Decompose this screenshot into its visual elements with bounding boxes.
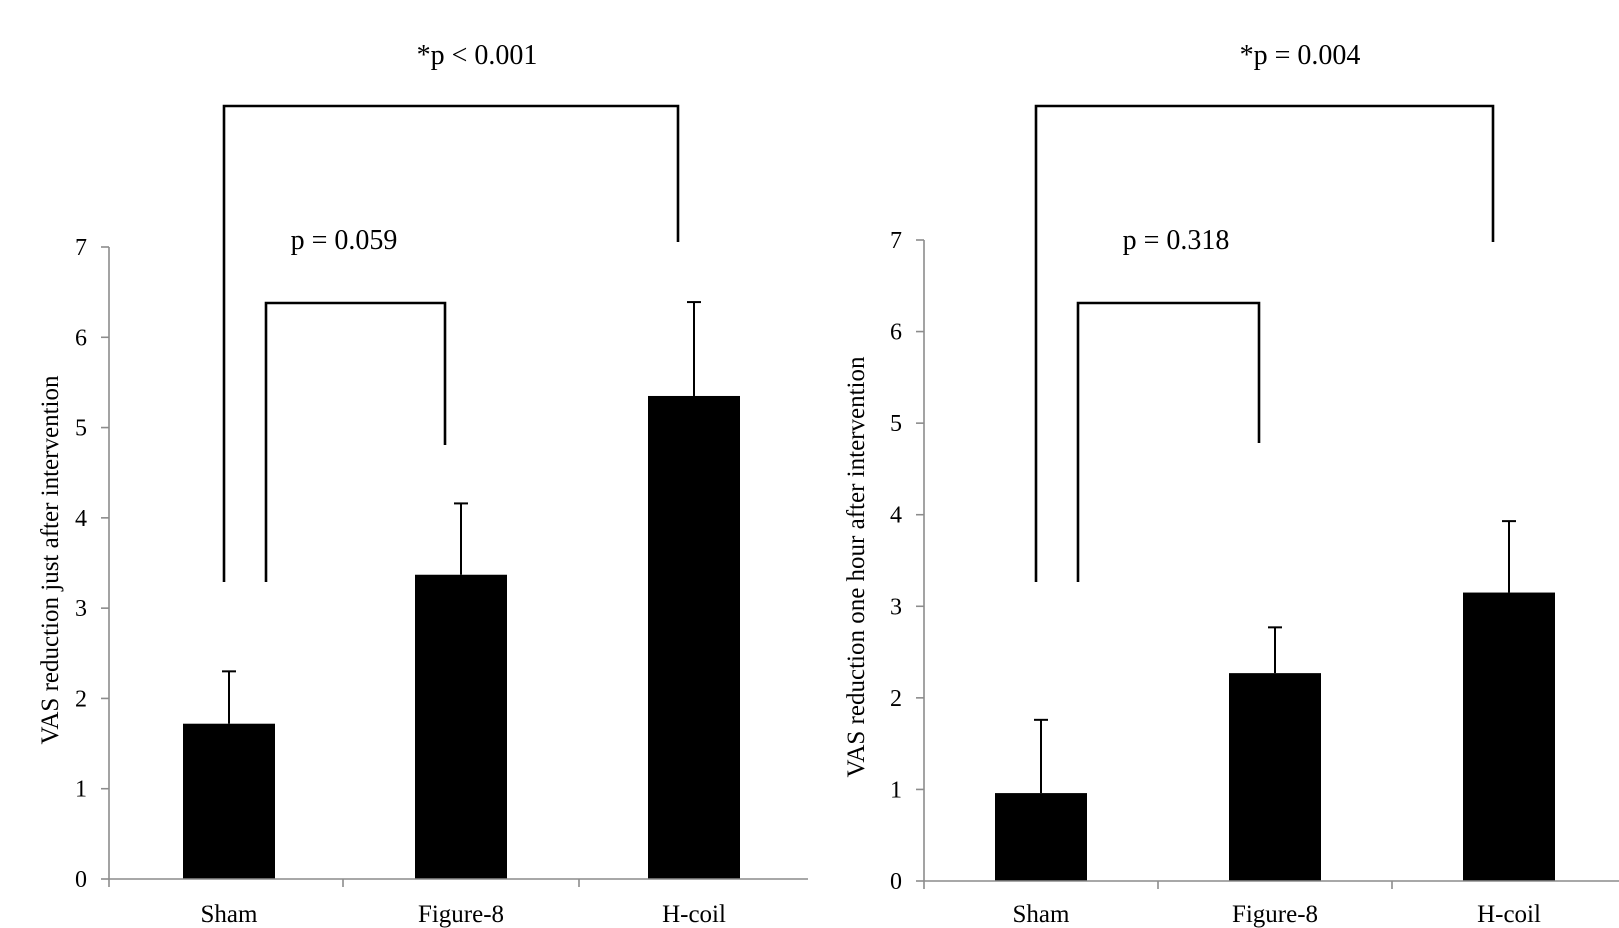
y-tick-label: 5 xyxy=(890,411,902,437)
y-tick-label: 6 xyxy=(890,320,902,346)
error-bars xyxy=(1034,520,1516,794)
y-tick-label: 3 xyxy=(890,594,902,620)
x-axis-categories: Sham Figure-8 H-coil xyxy=(1013,901,1541,928)
x-category-label: Sham xyxy=(201,901,259,928)
bar xyxy=(995,793,1087,881)
significance-label-outer: *p = 0.004 xyxy=(1240,40,1361,71)
error-bar xyxy=(1502,520,1516,593)
x-axis-categories: Sham Figure-8 H-coil xyxy=(201,901,726,928)
chart-left: 0 1 2 3 4 5 6 7 Sham Figure-8 H-coil VAS reductio… xyxy=(37,40,808,928)
bar xyxy=(415,574,507,879)
bar xyxy=(1229,673,1321,881)
error-bar xyxy=(687,301,701,396)
y-tick-label: 0 xyxy=(890,869,902,895)
y-tick-label: 3 xyxy=(75,596,87,622)
y-axis-ticks: 0 1 2 3 4 5 6 7 xyxy=(75,235,109,893)
significance-brackets: *p = 0.004 p = 0.318 xyxy=(1034,40,1495,582)
y-tick-label: 7 xyxy=(890,228,902,254)
bars xyxy=(183,395,740,879)
y-tick-label: 7 xyxy=(75,235,87,261)
significance-bracket-outer xyxy=(1034,104,1495,582)
y-tick-label: 1 xyxy=(890,777,902,803)
y-axis-title: VAS reduction one hour after interventio… xyxy=(843,356,870,777)
bar xyxy=(183,723,275,879)
significance-label-inner: p = 0.318 xyxy=(1123,225,1230,256)
chart-right: 0 1 2 3 4 5 6 7 Sham Figure-8 H-coil VAS reductio… xyxy=(843,40,1619,928)
significance-bracket-inner xyxy=(264,301,447,582)
y-tick-label: 5 xyxy=(75,416,87,442)
significance-label-inner: p = 0.059 xyxy=(291,225,398,256)
bars xyxy=(995,592,1555,881)
x-category-label: Sham xyxy=(1013,901,1071,928)
y-tick-label: 0 xyxy=(75,867,87,893)
y-tick-label: 2 xyxy=(75,686,87,712)
axes xyxy=(108,247,808,887)
y-tick-label: 2 xyxy=(890,686,902,712)
y-tick-label: 4 xyxy=(75,506,87,532)
significance-bracket-outer xyxy=(222,104,680,582)
bar xyxy=(1463,592,1555,881)
y-tick-label: 1 xyxy=(75,777,87,803)
y-tick-label: 4 xyxy=(890,503,902,529)
x-category-label: Figure-8 xyxy=(1232,901,1318,928)
error-bar xyxy=(454,502,468,575)
bar xyxy=(648,395,740,879)
x-category-label: Figure-8 xyxy=(418,901,504,928)
error-bar xyxy=(1268,626,1282,674)
significance-bracket-inner xyxy=(1076,301,1261,582)
error-bar xyxy=(222,670,236,724)
error-bars xyxy=(222,301,701,724)
y-tick-label: 6 xyxy=(75,325,87,351)
significance-label-outer: *p < 0.001 xyxy=(417,40,538,71)
y-axis-title: VAS reduction just after intervention xyxy=(37,375,64,744)
error-bar xyxy=(1034,718,1048,794)
y-axis-ticks: 0 1 2 3 4 5 6 7 xyxy=(890,228,924,895)
significance-brackets: *p < 0.001 p = 0.059 xyxy=(222,40,680,582)
x-category-label: H-coil xyxy=(662,901,726,928)
axes xyxy=(923,240,1619,889)
x-category-label: H-coil xyxy=(1477,901,1541,928)
